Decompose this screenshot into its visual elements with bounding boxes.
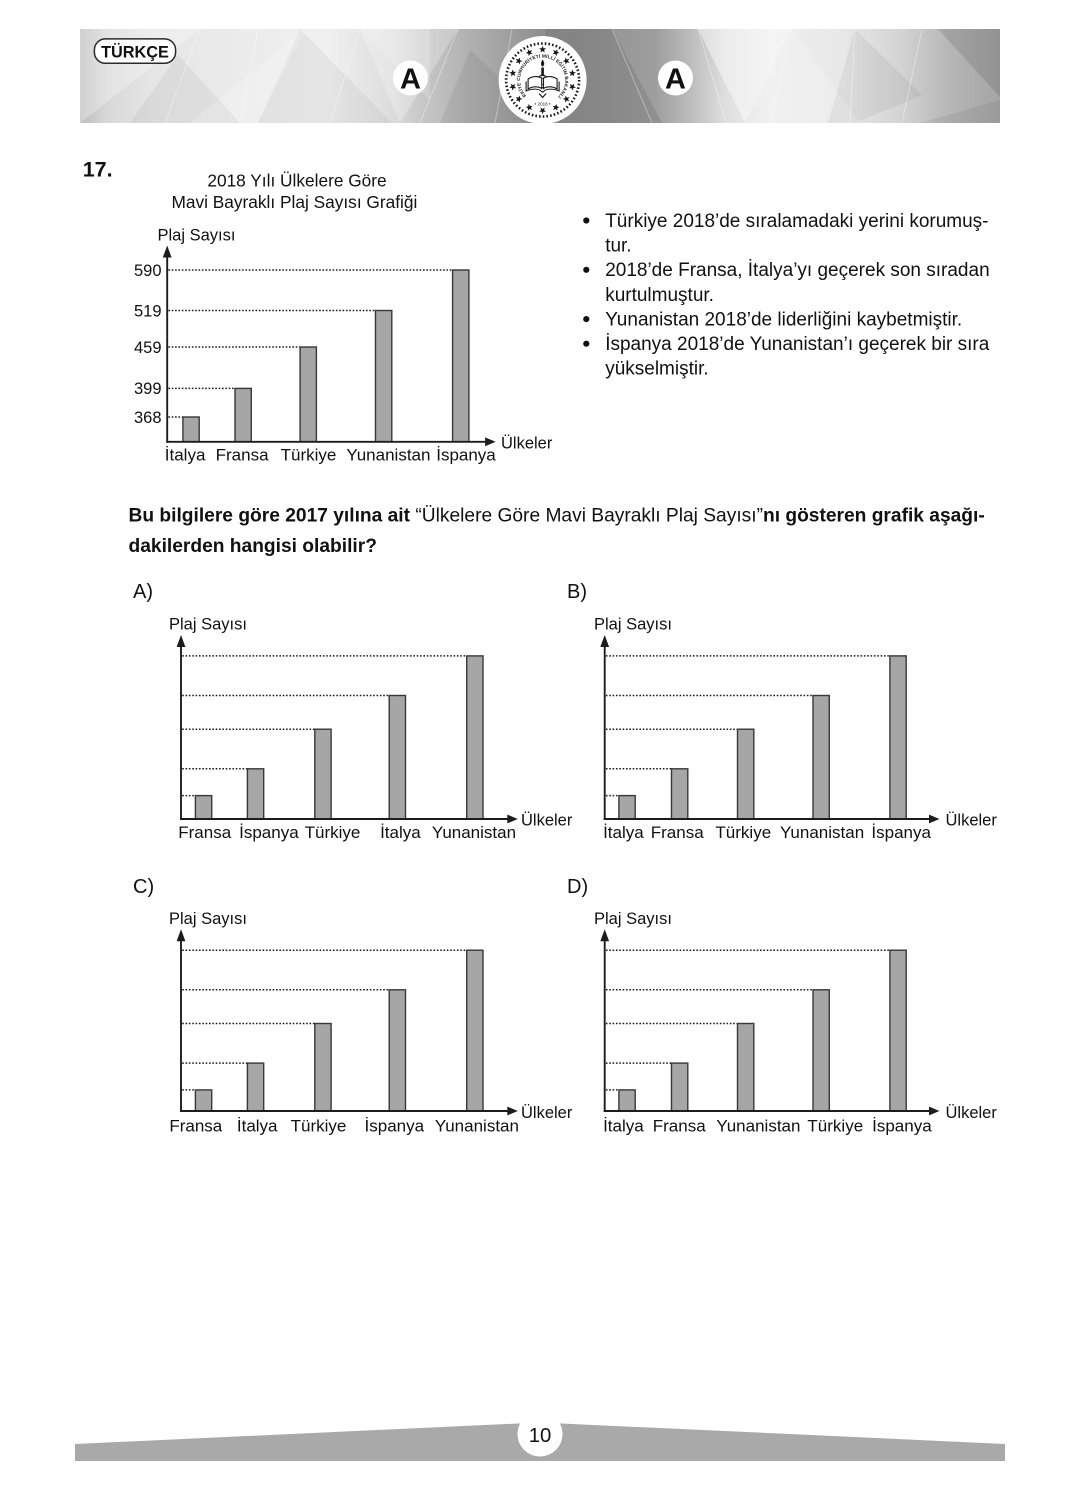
svg-text:İspanya 2018’de Yunanistan’ı g: İspanya 2018’de Yunanistan’ı geçerek bir… bbox=[605, 334, 990, 355]
svg-text:2018 Yılı Ülkelere Göre: 2018 Yılı Ülkelere Göre bbox=[207, 170, 386, 190]
svg-text:399: 399 bbox=[134, 380, 162, 398]
svg-text:Yunanistan: Yunanistan bbox=[716, 1117, 800, 1136]
svg-text:İtalya: İtalya bbox=[380, 823, 421, 842]
svg-text:2018’de Fransa, İtalya’yı geçe: 2018’de Fransa, İtalya’yı geçerek son sı… bbox=[605, 260, 989, 281]
svg-text:İspanya: İspanya bbox=[872, 1117, 932, 1136]
svg-text:A): A) bbox=[133, 581, 153, 603]
svg-text:İspanya: İspanya bbox=[365, 1117, 425, 1136]
svg-text:Fransa: Fransa bbox=[216, 445, 269, 464]
svg-text:10: 10 bbox=[529, 1425, 552, 1447]
svg-text:A: A bbox=[665, 63, 686, 95]
svg-text:İspanya: İspanya bbox=[871, 823, 931, 842]
svg-text:Türkiye: Türkiye bbox=[715, 823, 771, 842]
svg-text:Plaj Sayısı: Plaj Sayısı bbox=[594, 910, 672, 928]
svg-text:Yunanistan 2018’de liderliğini: Yunanistan 2018’de liderliğini kaybetmiş… bbox=[605, 309, 962, 330]
svg-text:Plaj Sayısı: Plaj Sayısı bbox=[594, 616, 672, 634]
svg-text:İtalya: İtalya bbox=[237, 1117, 278, 1136]
svg-text:Fransa: Fransa bbox=[651, 823, 704, 842]
svg-text:Yunanistan: Yunanistan bbox=[432, 823, 516, 842]
svg-text:Ülkeler: Ülkeler bbox=[521, 812, 573, 830]
svg-text:• 2018 •: • 2018 • bbox=[535, 102, 551, 107]
svg-text:İtalya: İtalya bbox=[165, 445, 206, 464]
svg-text:yükselmiştir.: yükselmiştir. bbox=[605, 359, 708, 380]
svg-text:Türkiye 2018’de sıralamadaki y: Türkiye 2018’de sıralamadaki yerini koru… bbox=[605, 211, 988, 232]
svg-text:İtalya: İtalya bbox=[603, 1117, 644, 1136]
svg-text:Türkiye: Türkiye bbox=[291, 1117, 347, 1136]
svg-text:B): B) bbox=[567, 581, 587, 603]
svg-text:İtalya: İtalya bbox=[603, 823, 644, 842]
svg-text:Türkiye: Türkiye bbox=[807, 1117, 863, 1136]
svg-text:Ülkeler: Ülkeler bbox=[946, 812, 998, 830]
svg-text:C): C) bbox=[133, 876, 154, 898]
svg-text:Mavi Bayraklı Plaj Sayısı Graf: Mavi Bayraklı Plaj Sayısı Grafiği bbox=[171, 192, 417, 212]
svg-text:İspanya: İspanya bbox=[239, 823, 299, 842]
svg-text:kurtulmuştur.: kurtulmuştur. bbox=[605, 285, 714, 306]
svg-text:dakilerden hangisi olabilir?: dakilerden hangisi olabilir? bbox=[129, 536, 377, 557]
svg-text:17.: 17. bbox=[83, 158, 113, 182]
svg-text:İspanya: İspanya bbox=[436, 445, 496, 464]
svg-text:Plaj Sayısı: Plaj Sayısı bbox=[158, 227, 236, 245]
svg-text:TÜRKÇE: TÜRKÇE bbox=[101, 42, 169, 61]
svg-text:Fransa: Fransa bbox=[653, 1117, 706, 1136]
svg-text:590: 590 bbox=[134, 262, 162, 280]
svg-text:Ülkeler: Ülkeler bbox=[521, 1104, 573, 1122]
svg-text:368: 368 bbox=[134, 409, 162, 427]
svg-text:Plaj Sayısı: Plaj Sayısı bbox=[169, 616, 247, 634]
svg-text:Ülkeler: Ülkeler bbox=[946, 1104, 998, 1122]
svg-text:A: A bbox=[400, 63, 421, 95]
svg-text:Plaj Sayısı: Plaj Sayısı bbox=[169, 910, 247, 928]
svg-text:Bu bilgilere göre 2017 yılına: Bu bilgilere göre 2017 yılına ait “Ülkel… bbox=[129, 506, 985, 527]
svg-text:Ülkeler: Ülkeler bbox=[501, 435, 553, 453]
svg-text:Yunanistan: Yunanistan bbox=[780, 823, 864, 842]
svg-text:Fransa: Fransa bbox=[169, 1117, 222, 1136]
svg-text:Fransa: Fransa bbox=[178, 823, 231, 842]
svg-text:Yunanistan: Yunanistan bbox=[435, 1117, 519, 1136]
svg-text:Türkiye: Türkiye bbox=[305, 823, 361, 842]
svg-text:tur.: tur. bbox=[605, 236, 631, 257]
svg-text:Türkiye: Türkiye bbox=[281, 445, 337, 464]
svg-text:459: 459 bbox=[134, 339, 162, 357]
svg-text:519: 519 bbox=[134, 302, 162, 320]
svg-text:Yunanistan: Yunanistan bbox=[346, 445, 430, 464]
svg-text:D): D) bbox=[567, 876, 588, 898]
